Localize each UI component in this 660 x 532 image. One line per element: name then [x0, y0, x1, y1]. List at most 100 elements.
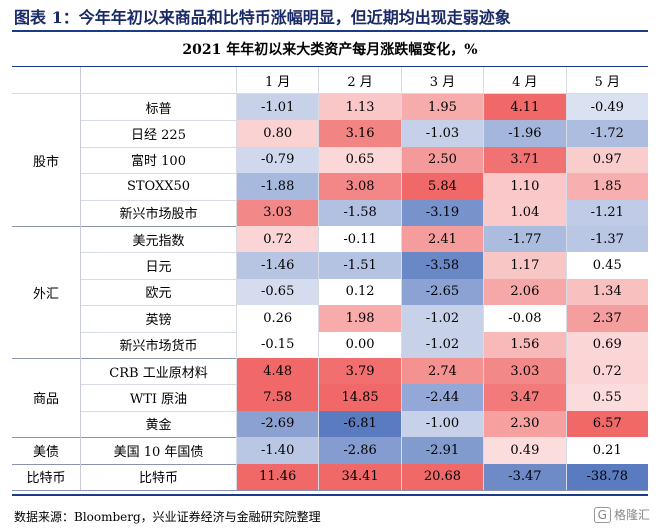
value-cell: 3.08: [318, 173, 401, 200]
table-row: CRB 工业原材料 4.48 3.79 2.74 3.03 0.72: [12, 358, 648, 385]
value-cell: 1.13: [318, 94, 401, 121]
value-cell: -6.81: [318, 410, 401, 438]
value-cell: 1.85: [565, 173, 648, 200]
asset-label: 富时 100: [80, 146, 236, 174]
month-header-1: 1 月: [236, 67, 318, 93]
value-cell: 14.85: [318, 384, 401, 411]
value-cell: 34.41: [318, 463, 401, 490]
value-cell: -1.00: [400, 410, 484, 438]
table-row: 黄金 -2.69 -6.81 -1.00 2.30 6.57: [12, 410, 648, 438]
asset-label: 新兴市场货币: [80, 331, 236, 358]
value-cell: 1.98: [318, 305, 401, 332]
value-cell: 0.45: [565, 252, 648, 279]
asset-label: 新兴市场股市: [80, 199, 236, 226]
value-cell: 0.26: [236, 305, 319, 332]
header-divider: [12, 93, 648, 94]
value-cell: 1.04: [483, 199, 566, 226]
table-title: 2021 年年初以来大类资产每月涨跌幅变化，%: [12, 34, 648, 67]
source-note: 数据来源：Bloomberg，兴业证券经济与金融研究院整理: [14, 510, 321, 524]
value-cell: -1.21: [565, 199, 648, 226]
value-cell: -1.01: [236, 94, 319, 121]
value-cell: 1.34: [565, 278, 648, 306]
value-cell: 0.80: [236, 120, 319, 147]
asset-label: STOXX50: [80, 173, 236, 200]
value-cell: -3.58: [400, 252, 484, 279]
value-cell: -1.03: [400, 120, 484, 147]
value-cell: -0.49: [565, 94, 648, 121]
category-label: 比特币: [26, 471, 66, 487]
value-cell: -0.15: [236, 331, 319, 358]
table-row: 新兴市场货币 -0.15 0.00 -1.02 1.56 0.69: [12, 331, 648, 358]
value-cell: 1.17: [483, 252, 566, 279]
value-cell: 0.21: [565, 437, 648, 464]
group-divider: [12, 490, 648, 491]
asset-label: 美元指数: [80, 226, 236, 253]
value-cell: 2.50: [400, 146, 484, 174]
value-cell: 2.74: [400, 358, 484, 385]
header-item-cell: [80, 67, 236, 93]
table-row: WTI 原油 7.58 14.85 -2.44 3.47 0.55: [12, 384, 648, 411]
value-cell: -0.79: [236, 146, 319, 174]
table-row: STOXX50 -1.88 3.08 5.84 1.10 1.85: [12, 173, 648, 200]
value-cell: -2.86: [318, 437, 401, 464]
value-cell: -1.58: [318, 199, 401, 226]
value-cell: -1.96: [483, 120, 566, 147]
table-row: 标普 -1.01 1.13 1.95 4.11 -0.49: [12, 94, 648, 121]
month-header-3: 3 月: [400, 67, 483, 93]
value-cell: 5.84: [400, 173, 484, 200]
value-cell: -2.65: [400, 278, 484, 306]
value-cell: -1.37: [565, 226, 648, 253]
value-cell: -1.02: [400, 331, 484, 358]
value-cell: -0.08: [483, 305, 566, 332]
asset-label: 日经 225: [80, 120, 236, 147]
value-cell: 0.97: [565, 146, 648, 174]
value-cell: 1.56: [483, 331, 566, 358]
table-row: 富时 100 -0.79 0.65 2.50 3.71 0.97: [12, 146, 648, 174]
value-cell: 3.79: [318, 358, 401, 385]
table-row: 日经 225 0.80 3.16 -1.03 -1.96 -1.72: [12, 120, 648, 147]
figure-title: 图表 1：今年年初以来商品和比特币涨幅明显，但近期均出现走弱迹象: [14, 8, 511, 27]
month-header-2: 2 月: [318, 67, 400, 93]
watermark-logo-icon: G: [593, 507, 611, 523]
value-cell: -1.46: [236, 252, 319, 279]
value-cell: 4.48: [236, 358, 319, 385]
month-header-5: 5 月: [565, 67, 648, 93]
value-cell: 0.55: [565, 384, 648, 411]
asset-label: 标普: [80, 94, 236, 121]
category-label: 商品: [32, 392, 59, 408]
value-cell: -0.65: [236, 278, 319, 306]
watermark: G 格隆汇: [593, 506, 650, 523]
asset-label: 美国 10 年国债: [80, 437, 236, 464]
value-cell: -0.11: [318, 226, 401, 253]
value-cell: 3.47: [483, 384, 566, 411]
table-row: 比特币 11.46 34.41 20.68 -3.47 -38.78: [12, 463, 648, 490]
value-cell: 0.72: [236, 226, 319, 253]
value-cell: 3.03: [236, 199, 319, 226]
value-cell: 1.95: [400, 94, 484, 121]
value-cell: -2.69: [236, 410, 319, 438]
value-cell: -1.40: [236, 437, 319, 464]
table-row: 欧元 -0.65 0.12 -2.65 2.06 1.34: [12, 278, 648, 306]
value-cell: -1.77: [483, 226, 566, 253]
value-cell: 20.68: [400, 463, 484, 490]
category-label: 外汇: [32, 286, 59, 302]
watermark-text: 格隆汇: [613, 508, 650, 522]
asset-label: 黄金: [80, 410, 236, 438]
table-row: 美元指数 0.72 -0.11 2.41 -1.77 -1.37: [12, 226, 648, 253]
table-row: 英镑 0.26 1.98 -1.02 -0.08 2.37: [12, 305, 648, 332]
value-cell: -3.19: [400, 199, 484, 226]
value-cell: -2.91: [400, 437, 484, 464]
value-cell: -1.72: [565, 120, 648, 147]
value-cell: 0.00: [318, 331, 401, 358]
value-cell: 0.69: [565, 331, 648, 358]
value-cell: 0.49: [483, 437, 566, 464]
asset-label: 英镑: [80, 305, 236, 332]
asset-label: 日元: [80, 252, 236, 279]
value-cell: 6.57: [565, 410, 648, 438]
value-cell: 1.10: [483, 173, 566, 200]
value-cell: 0.12: [318, 278, 401, 306]
table-row: 美国 10 年国债 -1.40 -2.86 -2.91 0.49 0.21: [12, 437, 648, 464]
value-cell: 0.65: [318, 146, 401, 174]
